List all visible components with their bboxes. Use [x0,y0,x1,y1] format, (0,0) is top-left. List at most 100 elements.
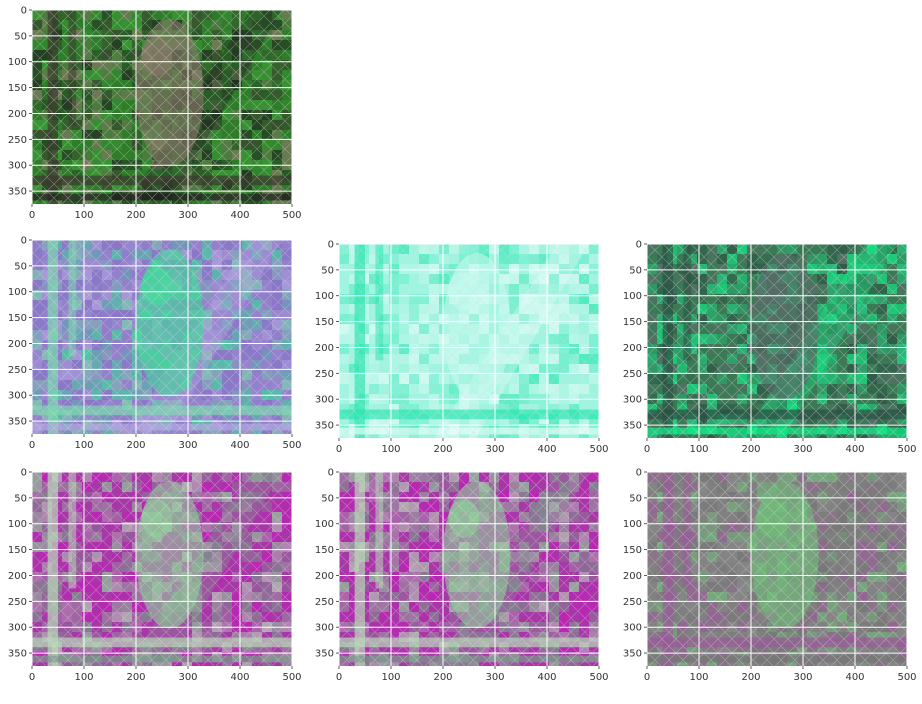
y-tick-label: 350 [8,417,27,428]
y-axis: 0 50 100 150 200 250 300 350 [623,240,647,432]
y-tick-label: 250 [623,597,642,608]
cat-silhouette [751,481,819,629]
x-tick-label: 300 [485,444,504,455]
y-tick-label: 50 [14,31,27,42]
x-tick-label: 300 [178,440,197,451]
image-features [339,244,599,438]
image-area [647,472,907,666]
y-tick-label: 150 [315,545,334,556]
x-axis: 0 100 200 300 400 500 [29,204,302,221]
image-features [32,10,292,204]
x-tick-label: 0 [336,672,342,683]
y-tick-label: 300 [315,623,334,634]
x-tick-label: 200 [741,444,760,455]
grid-lines [32,10,292,204]
y-tick-label: 50 [629,493,642,504]
y-tick-label: 300 [8,391,27,402]
chart-panel-feature-5: 0 100 200 300 400 500 0 50 100 150 200 250 300 350 [315,468,609,684]
x-axis: 0 100 200 300 400 500 [336,438,609,455]
x-tick-label: 300 [178,210,197,221]
y-tick-label: 150 [8,545,27,556]
x-tick-label: 400 [845,444,864,455]
x-tick-label: 400 [537,672,556,683]
x-tick-label: 400 [230,440,249,451]
y-tick-label: 300 [8,161,27,172]
x-axis: 0 100 200 300 400 500 [29,434,302,451]
x-tick-label: 300 [793,444,812,455]
grid-lines [32,240,292,434]
grid-lines [647,472,907,666]
fence-pattern [32,472,292,666]
y-tick-label: 300 [623,623,642,634]
y-tick-label: 50 [14,261,27,272]
y-tick-label: 200 [8,109,27,120]
y-tick-label: 150 [8,83,27,94]
y-tick-label: 50 [14,493,27,504]
x-tick-label: 0 [336,444,342,455]
cat-silhouette [136,249,204,397]
y-tick-label: 200 [315,343,334,354]
y-tick-label: 350 [8,187,27,198]
x-tick-label: 500 [897,672,916,683]
image-area [647,244,907,438]
y-tick-label: 100 [8,519,27,530]
y-tick-label: 200 [623,343,642,354]
x-tick-label: 0 [29,210,35,221]
y-tick-label: 50 [321,493,334,504]
cat-silhouette [136,481,204,629]
image-features [647,244,907,438]
y-tick-label: 0 [21,236,27,247]
chart-panel-original: 0 100 200 300 400 500 0 50 100 150 200 250 300 350 [8,6,302,222]
y-axis: 0 50 100 150 200 250 300 350 [8,6,32,198]
fence-pattern [647,472,907,666]
x-tick-label: 500 [282,440,301,451]
x-tick-label: 500 [282,672,301,683]
x-axis: 0 100 200 300 400 500 [336,666,609,683]
image-area [32,472,292,666]
image-features [32,472,292,666]
x-tick-label: 100 [74,210,93,221]
y-axis: 0 50 100 150 200 250 300 350 [623,468,647,660]
y-axis: 0 50 100 150 200 250 300 350 [315,240,339,432]
y-tick-label: 100 [8,287,27,298]
y-tick-label: 0 [636,240,642,251]
x-tick-label: 500 [897,444,916,455]
grid-lines [647,244,907,438]
cat-silhouette [443,253,511,401]
y-tick-label: 200 [8,339,27,350]
cat-silhouette [751,253,819,401]
x-tick-label: 500 [589,444,608,455]
chart-panel-feature-1: 0 100 200 300 400 500 0 50 100 150 200 250 300 350 [8,236,302,452]
image-area [339,472,599,666]
x-tick-label: 200 [126,440,145,451]
x-tick-label: 500 [589,672,608,683]
x-tick-label: 400 [230,210,249,221]
y-tick-label: 250 [8,597,27,608]
y-tick-label: 350 [623,421,642,432]
y-tick-label: 50 [321,265,334,276]
x-tick-label: 0 [29,672,35,683]
y-tick-label: 300 [8,623,27,634]
x-tick-label: 300 [485,672,504,683]
y-tick-label: 100 [315,291,334,302]
y-tick-label: 100 [623,519,642,530]
x-tick-label: 100 [381,444,400,455]
y-tick-label: 200 [315,571,334,582]
grid-lines [32,472,292,666]
y-tick-label: 350 [623,649,642,660]
y-axis: 0 50 100 150 200 250 300 350 [315,468,339,660]
y-tick-label: 100 [315,519,334,530]
x-axis: 0 100 200 300 400 500 [644,438,917,455]
x-tick-label: 200 [433,672,452,683]
x-axis: 0 100 200 300 400 500 [644,666,917,683]
y-tick-label: 50 [629,265,642,276]
x-tick-label: 100 [381,672,400,683]
y-tick-label: 250 [8,365,27,376]
y-tick-label: 250 [315,597,334,608]
y-tick-label: 0 [328,240,334,251]
fence-pattern [32,10,292,204]
y-tick-label: 200 [8,571,27,582]
x-tick-label: 100 [74,672,93,683]
x-tick-label: 100 [74,440,93,451]
x-tick-label: 200 [126,672,145,683]
